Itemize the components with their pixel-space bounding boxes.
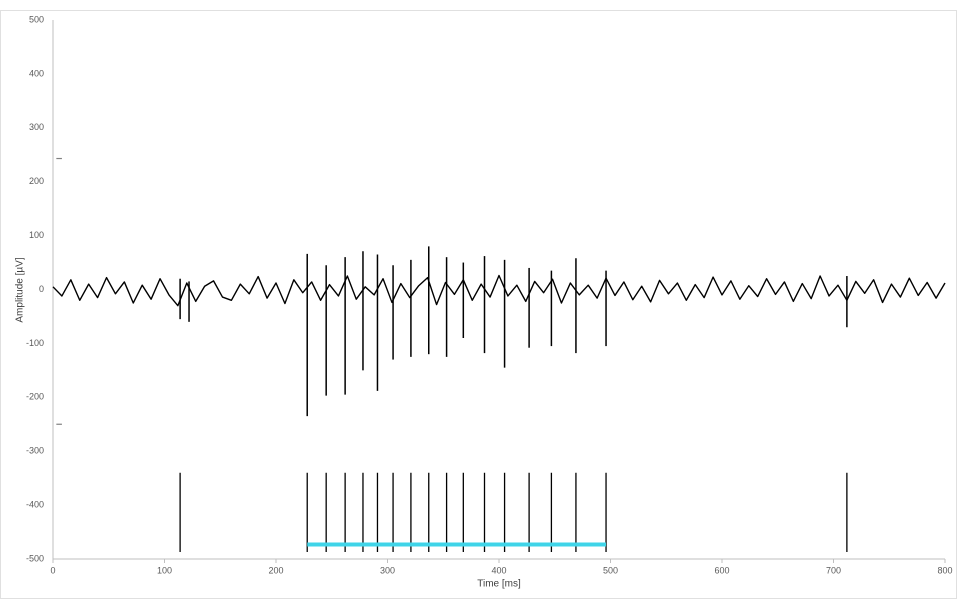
y-tick-label: -400 (26, 499, 44, 509)
y-tick-label: 300 (29, 122, 44, 132)
y-tick-label: 200 (29, 176, 44, 186)
x-axis-title: Time [ms] (477, 579, 521, 590)
y-tick-label: -300 (26, 446, 44, 456)
x-tick-label: 200 (268, 565, 283, 575)
x-tick-label: 100 (157, 565, 172, 575)
y-tick-label: 500 (29, 14, 44, 24)
y-tick-label: 0 (39, 284, 44, 294)
x-tick-label: 500 (603, 565, 618, 575)
y-axis-title: Amplitude [µV] (15, 257, 26, 322)
x-tick-label: 800 (937, 565, 952, 575)
y-tick-label: 400 (29, 68, 44, 78)
x-tick-label: 700 (826, 565, 841, 575)
y-tick-label: -500 (26, 553, 44, 563)
signal-trace (52, 274, 946, 307)
x-tick-label: 300 (380, 565, 395, 575)
y-tick-label: -100 (26, 338, 44, 348)
x-tick-label: 400 (491, 565, 506, 575)
x-tick-label: 0 (50, 565, 55, 575)
chart-frame (0, 10, 957, 599)
x-tick-label: 600 (714, 565, 729, 575)
y-tick-label: 100 (29, 230, 44, 240)
y-tick-label: -200 (26, 392, 44, 402)
